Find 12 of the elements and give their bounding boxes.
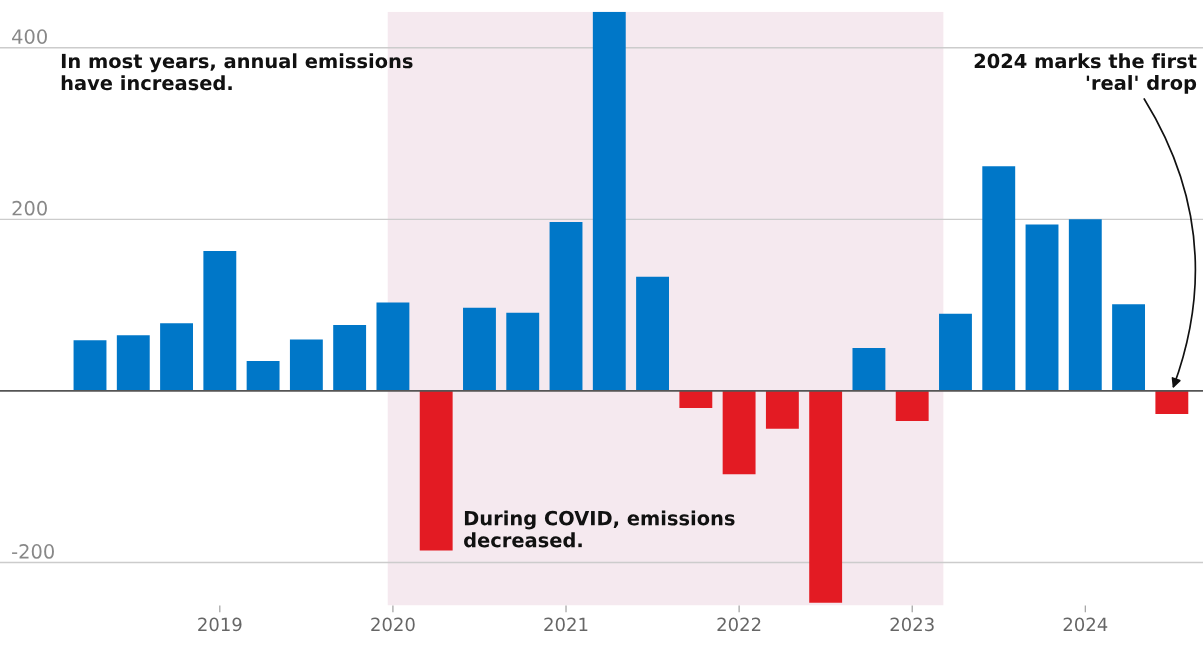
annotation: During COVID, emissions decreased. bbox=[464, 510, 735, 548]
x-tick-label: 2023 bbox=[890, 617, 934, 632]
x-tick-label: 2022 bbox=[717, 617, 761, 632]
y-tick-label: 400 bbox=[12, 29, 47, 44]
y-tick-label: -200 bbox=[12, 544, 54, 559]
y-tick-label: 200 bbox=[12, 200, 47, 216]
x-tick-label: 2021 bbox=[544, 617, 588, 632]
x-tick-label: 2024 bbox=[1063, 617, 1108, 632]
annotation: 2024 marks the first 'real' drop bbox=[974, 53, 1197, 94]
x-tick-label: 2019 bbox=[198, 617, 242, 632]
annotation: In most years, annual emissions have increased. bbox=[61, 53, 413, 91]
x-tick-label: 2020 bbox=[371, 617, 415, 632]
